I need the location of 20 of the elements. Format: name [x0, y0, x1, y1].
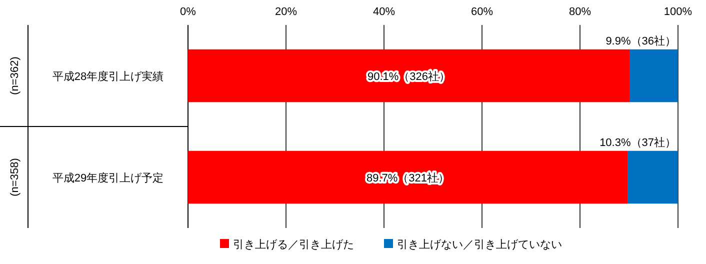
data-label: 90.1%（326社） [367, 70, 450, 83]
x-tick-label: 80% [568, 6, 592, 18]
data-label: 89.7%（321社） [366, 171, 450, 184]
text: (n=362) [9, 56, 21, 95]
text: (n=358) [9, 158, 21, 196]
bar [188, 150, 628, 204]
legend-label: 引き上げない／引き上げていない [397, 238, 562, 251]
bar [188, 49, 630, 102]
data-label: 9.9%（36社） [606, 34, 676, 48]
x-tick-label: 100% [664, 6, 692, 18]
legend-label: 引き上げる／引き上げた [233, 238, 354, 251]
y-tick-label: 平成29年度引上げ予定 [52, 171, 164, 184]
bar [628, 150, 678, 204]
x-tick-label: 20% [274, 6, 298, 18]
x-tick-label: 60% [470, 6, 494, 18]
data-label: 10.3%（37社） [600, 136, 676, 149]
x-tick-label: 0% [180, 6, 196, 18]
x-tick-label: 40% [372, 6, 396, 18]
y-tick-label: 平成28年度引上げ実績 [52, 70, 164, 83]
bar [629, 49, 678, 102]
